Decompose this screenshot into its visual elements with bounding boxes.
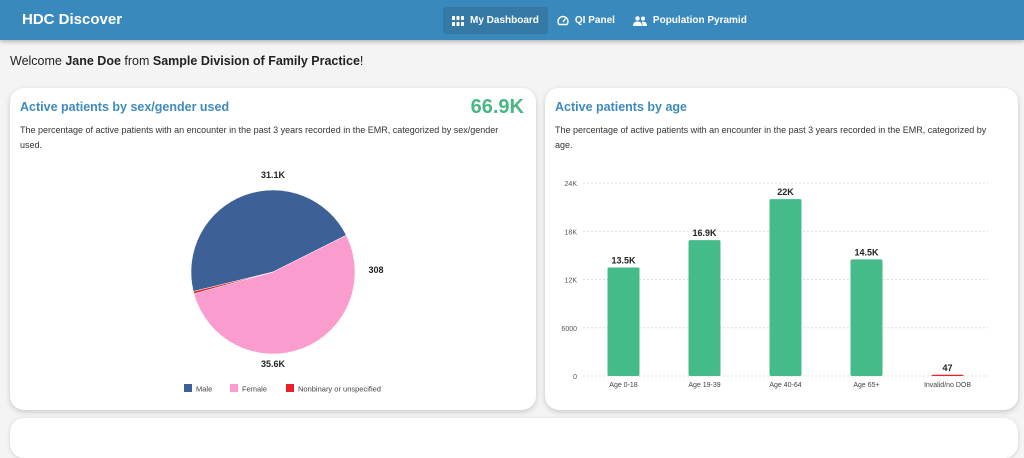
y-tick-label: 6000 [561,326,577,333]
age-card: Active patients by age The percentage of… [545,88,1018,410]
legend-label: Nonbinary or unspecified [298,385,381,394]
bar-invalid-no-dob [931,374,964,376]
user-name: Jane Doe [65,54,121,68]
pie-data-label: 31.1K [261,170,286,180]
y-tick-label: 12K [565,278,578,285]
legend-swatch-0 [184,384,192,392]
card-title: Active patients by age [555,100,687,114]
x-tick-label: Age 19-39 [688,382,720,389]
x-tick-label: Age 65+ [853,382,879,389]
welcome-prefix: Welcome [10,54,66,68]
welcome-suffix: ! [359,54,364,68]
top-navbar: HDC Discover My Dashboard QI Panel Popul… [0,0,1024,40]
nav-my-dashboard[interactable]: My Dashboard [443,7,548,34]
nav-qi-panel[interactable]: QI Panel [548,7,624,34]
y-tick-label: 0 [573,374,577,381]
sex-gender-pie-chart: 31.1K 35.6K 308 Male Female Nonbinary or unsp… [184,170,384,394]
nav-population-pyramid[interactable]: Population Pyramid [624,7,756,34]
brand-logo[interactable]: HDC Discover [22,11,123,28]
organization-name: Sample Division of Family Practice [152,54,360,68]
age-bar-chart: 0 6000 12K 18K 24K 13.5K Age 0-18 16.9K Age 19-3… [561,181,988,389]
nav-label: QI Panel [574,15,615,26]
gauge-icon [557,15,569,26]
nav-label: Population Pyramid [652,15,747,26]
bar-age-0-18 [607,267,640,376]
bar-data-label: 22K [777,187,794,197]
main-nav: My Dashboard QI Panel Population Pyramid [443,7,756,34]
bar-data-label: 47 [942,363,952,373]
people-icon [632,15,647,26]
legend-swatch-2 [286,384,294,392]
y-tick-label: 24K [565,181,578,188]
card-description: The percentage of active patients with a… [20,125,499,150]
pie-slice-nonbinary-or-unspecified [193,271,274,295]
total-patients-value: 66.9K [470,96,524,118]
next-card [10,418,1018,458]
grid-icon [452,15,464,26]
pie-slice-male [190,189,347,292]
card-description: The percentage of active patients with a… [555,125,987,150]
sex-gender-card: Active patients by sex/gender used 66.9K… [10,88,536,410]
welcome-message: Welcome Jane Doe from Sample Division of… [10,54,363,68]
bar-data-label: 16.9K [692,228,717,238]
pie-data-label: 308 [368,265,383,275]
bar-age-40-64 [769,199,802,376]
bar-data-label: 13.5K [611,255,636,265]
legend-label: Male [196,385,212,394]
y-tick-label: 18K [565,229,578,236]
bar-age-65- [850,259,883,376]
x-tick-label: Age 0-18 [609,382,638,389]
card-title: Active patients by sex/gender used [20,100,230,114]
legend-swatch-1 [230,384,238,392]
pie-slice-female [193,234,356,355]
welcome-middle: from [120,54,153,68]
x-tick-label: Invalid/no DOB [924,382,971,389]
pie-data-label: 35.6K [261,359,286,369]
legend-label: Female [242,385,267,394]
x-tick-label: Age 40-64 [769,382,801,389]
nav-label: My Dashboard [470,15,539,26]
bar-age-19-39 [688,240,721,376]
bar-data-label: 14.5K [854,247,879,257]
